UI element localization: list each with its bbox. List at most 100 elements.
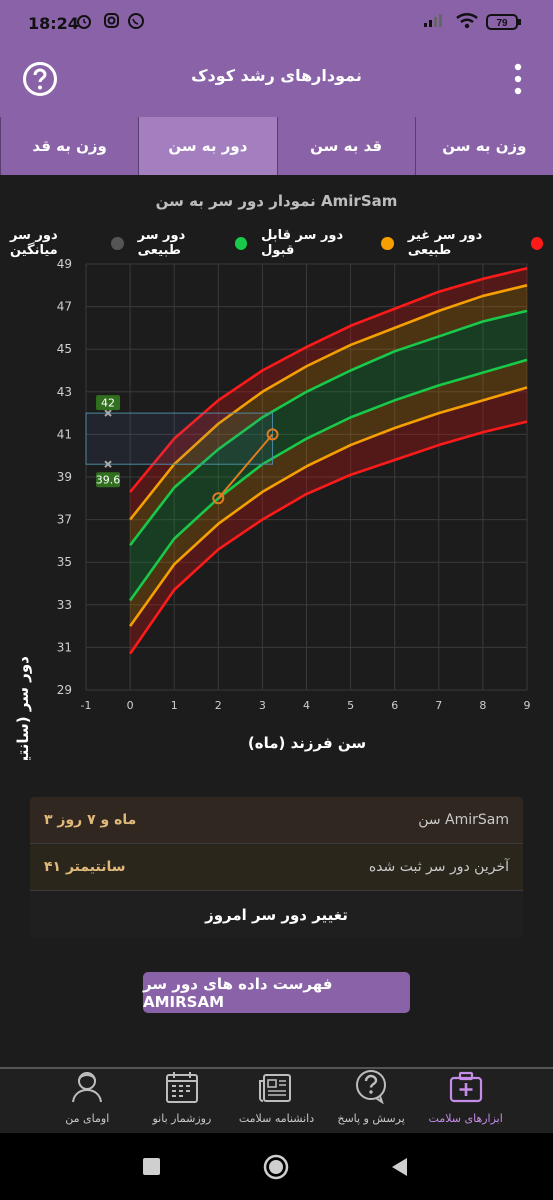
legend-label: دور سر طبیعی: [137, 228, 186, 258]
y-tick-label: 47: [57, 300, 72, 314]
y-tick-label: 31: [57, 640, 72, 654]
child-point: [266, 428, 279, 441]
legend-item-abnormal: دور سر غیر طبیعی: [408, 228, 543, 258]
series-line: [129, 358, 528, 602]
data-list-button[interactable]: فهرست داده های دور سر AMIRSAM: [143, 972, 410, 1013]
tab-height-age[interactable]: قد به سن: [276, 117, 415, 175]
app-bar: نمودارهای رشد کودک: [0, 40, 553, 117]
series-line: [129, 420, 528, 655]
y-tick-label: 39: [57, 470, 72, 484]
x-tick-label: 4: [303, 699, 310, 712]
band-area: [130, 268, 527, 520]
x-tick-label: 3: [259, 699, 266, 712]
system-nav-bar: [0, 1133, 553, 1200]
info-card: سن AmirSam ۳ ماه و ۷ روز آخرین دور سر ثب…: [30, 797, 523, 938]
last-measure-label: آخرین دور سر ثبت شده: [368, 859, 509, 875]
whatsapp-icon: [127, 12, 145, 34]
instagram-icon: [103, 12, 120, 33]
band-area: [130, 387, 527, 654]
battery-icon: 79: [486, 14, 522, 34]
legend-item-average: دور سر میانگین: [10, 228, 124, 258]
chart-grid: [85, 263, 528, 691]
nav-health-tools[interactable]: ابزارهای سلامت: [426, 1069, 506, 1133]
marker-label-box: [96, 472, 121, 488]
tab-head-age[interactable]: دور به سن: [138, 117, 277, 175]
reference-box: [85, 412, 274, 465]
age-label: سن AmirSam: [418, 812, 509, 828]
home-icon[interactable]: [263, 1154, 289, 1184]
series-line: [129, 266, 528, 493]
legend-dot-gray: [111, 236, 124, 250]
chart-reference-box: 42 39.6: [85, 395, 274, 488]
more-vert-icon[interactable]: [512, 62, 524, 100]
nav-label: روزشمار بانو: [152, 1112, 212, 1125]
help-icon[interactable]: [22, 61, 58, 101]
chart-bands: [130, 268, 527, 654]
change-today-button[interactable]: تغییر دور سر امروز: [30, 891, 523, 938]
child-point: [212, 492, 225, 505]
health-kit-icon: [448, 1070, 484, 1108]
x-tick-label: 9: [524, 699, 531, 712]
nav-label: دانشنامه سلامت: [238, 1112, 315, 1125]
tab-bar: وزن به سن قد به سن دور به سن وزن به قد: [0, 117, 553, 175]
recents-icon[interactable]: [143, 1158, 160, 1179]
y-tick-label: 29: [57, 683, 72, 697]
wifi-icon: [455, 12, 479, 34]
series-line: [129, 386, 528, 627]
legend-label: دور سر میانگین: [10, 228, 58, 258]
question-bubble-icon: [353, 1068, 389, 1108]
x-tick-label: 8: [479, 699, 486, 712]
series-line: [129, 309, 528, 546]
tab-weight-age[interactable]: وزن به سن: [414, 117, 553, 175]
y-tick-label: 33: [57, 598, 72, 612]
x-tick-label: 1: [171, 699, 178, 712]
marker-label: 39.6: [96, 474, 121, 487]
age-value: ۳ ماه و ۷ روز: [44, 812, 137, 828]
nav-label: پرسش و پاسخ: [337, 1112, 405, 1125]
newspaper-icon: [258, 1072, 294, 1108]
legend-dot-red: [530, 236, 543, 250]
x-tick-label: 2: [215, 699, 222, 712]
reference-marker: [104, 409, 112, 417]
x-tick-label: 0: [127, 699, 134, 712]
nav-encyclopedia[interactable]: دانشنامه سلامت: [236, 1069, 316, 1133]
alarm-icon: [75, 12, 93, 34]
y-tick-label: 35: [57, 555, 72, 569]
marker-label: 42: [101, 397, 115, 410]
legend-label: دور سر قابل قبول: [261, 228, 344, 258]
chart-ylabel: دور سر (سانتیمتر): [14, 656, 32, 760]
marker-label-box: [96, 395, 121, 411]
bottom-nav: ابزارهای سلامت پرسش و پاسخ دانشنامه سلام…: [0, 1067, 553, 1133]
age-row: سن AmirSam ۳ ماه و ۷ روز: [30, 797, 523, 844]
calendar-icon: [164, 1070, 200, 1108]
chart-title: نمودار دور سر به سن AmirSam: [155, 192, 398, 210]
x-tick-label: 6: [391, 699, 398, 712]
legend-dot-orange: [381, 236, 394, 250]
tab-weight-height[interactable]: وزن به قد: [0, 117, 139, 175]
y-tick-label: 41: [57, 427, 72, 441]
x-tick-label: -1: [81, 699, 92, 712]
profile-icon: [70, 1068, 104, 1108]
back-icon[interactable]: [390, 1157, 408, 1181]
legend-item-normal: دور سر طبیعی: [138, 228, 248, 258]
nav-calendar[interactable]: روزشمار بانو: [142, 1069, 222, 1133]
y-tick-label: 45: [57, 342, 72, 356]
nav-profile[interactable]: اومای من: [47, 1069, 127, 1133]
signal-icon: [423, 12, 447, 32]
last-measure-row: آخرین دور سر ثبت شده ۴۱ سانتیمتر: [30, 844, 523, 891]
status-bar: 18:24 79: [0, 0, 553, 40]
y-tick-label: 49: [57, 257, 72, 271]
series-line: [129, 284, 528, 521]
band-area: [130, 359, 527, 627]
child-line: [217, 433, 274, 499]
battery-level: 79: [496, 18, 508, 29]
x-tick-label: 5: [347, 699, 354, 712]
nav-label: اومای من: [65, 1112, 110, 1125]
legend-label: دور سر غیر طبیعی: [407, 228, 483, 258]
nav-label: ابزارهای سلامت: [428, 1112, 503, 1125]
nav-qa[interactable]: پرسش و پاسخ: [331, 1069, 411, 1133]
status-time: 18:24: [28, 14, 79, 33]
app-title: نمودارهای رشد کودک: [191, 66, 362, 85]
